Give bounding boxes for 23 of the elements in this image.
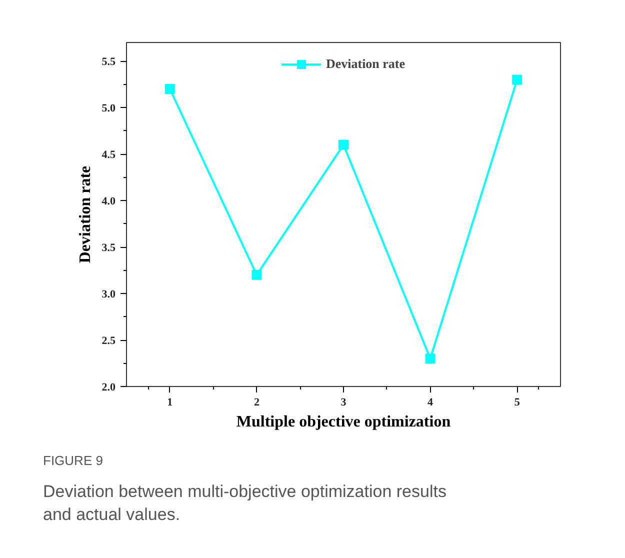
y-axis-title: Deviation rate xyxy=(76,166,94,264)
y-tick-label: 2.0 xyxy=(102,382,116,394)
y-tick-label: 4.0 xyxy=(102,196,116,208)
point xyxy=(338,140,348,150)
x-tick-label: 4 xyxy=(428,396,434,408)
point xyxy=(425,354,436,364)
y-tick-label: 5.5 xyxy=(102,56,116,68)
x-tick-label: 5 xyxy=(514,396,520,408)
point xyxy=(252,270,262,280)
x-axis-title: Multiple objective optimization xyxy=(236,414,451,430)
point xyxy=(164,84,175,94)
y-tick-label: 4.5 xyxy=(102,149,116,162)
x-tick-label: 3 xyxy=(340,396,347,408)
y-tick-label: 3.0 xyxy=(102,288,116,301)
point xyxy=(512,74,522,85)
caption: FIGURE 9 xyxy=(43,452,103,470)
y-tick-label: 3.5 xyxy=(102,242,116,254)
y-tick-label: 2.5 xyxy=(102,335,116,348)
legend-label: Deviation rate xyxy=(326,56,406,72)
x-tick-label: 1 xyxy=(167,396,173,408)
text: Deviation between multi-objective optimization results and actual values. xyxy=(43,480,448,526)
x-tick-label: 2 xyxy=(254,396,260,408)
y-tick-label: 5.0 xyxy=(102,102,116,115)
